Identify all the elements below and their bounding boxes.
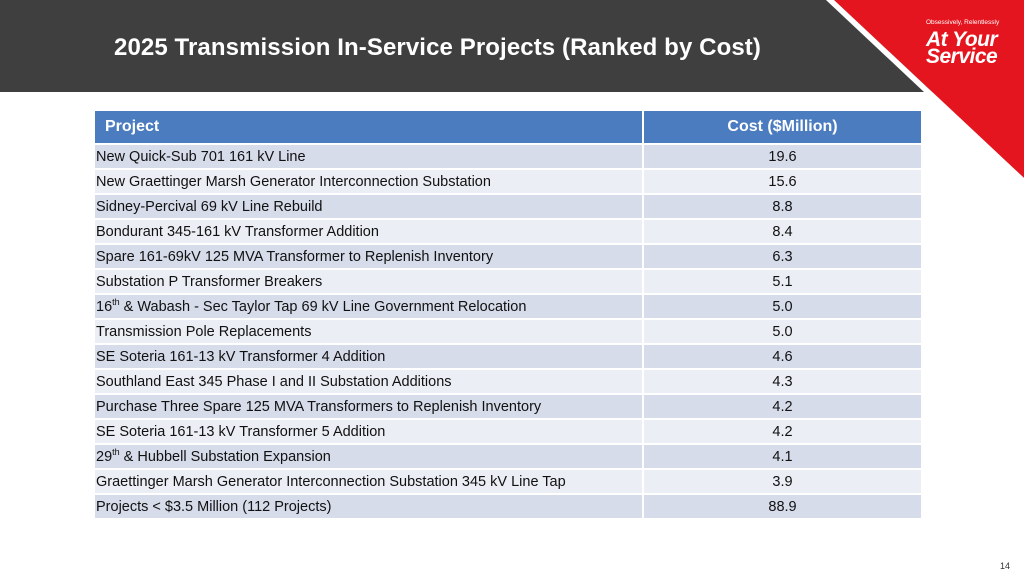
project-name: New Graettinger Marsh Generator Intercon… bbox=[96, 173, 491, 190]
project-name-cell: 29th & Hubbell Substation Expansion bbox=[93, 443, 644, 470]
project-name: SE Soteria 161-13 kV Transformer 4 Addit… bbox=[96, 348, 386, 365]
project-cost: 88.9 bbox=[642, 493, 923, 520]
projects-table: Project Cost ($Million) New Quick-Sub 70… bbox=[93, 109, 923, 520]
project-cost: 4.2 bbox=[642, 393, 923, 420]
project-cost: 4.6 bbox=[642, 343, 923, 370]
table-row: New Quick-Sub 701 161 kV Line 19.6 bbox=[93, 143, 923, 170]
project-name-cell: 16th & Wabash - Sec Taylor Tap 69 kV Lin… bbox=[93, 293, 644, 320]
table-row: Bondurant 345-161 kV Transformer Additio… bbox=[93, 218, 923, 245]
project-name-cell: Purchase Three Spare 125 MVA Transformer… bbox=[93, 393, 644, 420]
table-row: Spare 161-69kV 125 MVA Transformer to Re… bbox=[93, 243, 923, 270]
project-name-cell: Projects < $3.5 Million (112 Projects) bbox=[93, 493, 644, 520]
project-name: Spare 161-69kV 125 MVA Transformer to Re… bbox=[96, 248, 494, 265]
project-cost: 15.6 bbox=[642, 168, 923, 195]
project-cost: 6.3 bbox=[642, 243, 923, 270]
table-row: Sidney-Percival 69 kV Line Rebuild 8.8 bbox=[93, 193, 923, 220]
logo-white-stripe bbox=[826, 0, 1024, 180]
table-row: Graettinger Marsh Generator Interconnect… bbox=[93, 468, 923, 495]
company-logo: Obsessively, Relentlessly At Your Servic… bbox=[926, 19, 1016, 68]
project-name-cell: Southland East 345 Phase I and II Substa… bbox=[93, 368, 644, 395]
project-name-rest: & Wabash - Sec Taylor Tap 69 kV Line Gov… bbox=[119, 298, 527, 315]
table-row: Southland East 345 Phase I and II Substa… bbox=[93, 368, 923, 395]
table-row: Transmission Pole Replacements 5.0 bbox=[93, 318, 923, 345]
project-cost: 5.0 bbox=[642, 293, 923, 320]
project-name: Graettinger Marsh Generator Interconnect… bbox=[96, 473, 566, 490]
project-name: Transmission Pole Replacements bbox=[96, 323, 312, 340]
project-name-cell: Graettinger Marsh Generator Interconnect… bbox=[93, 468, 644, 495]
table-row: Substation P Transformer Breakers 5.1 bbox=[93, 268, 923, 295]
project-name-cell: New Graettinger Marsh Generator Intercon… bbox=[93, 168, 644, 195]
table-row: SE Soteria 161-13 kV Transformer 4 Addit… bbox=[93, 343, 923, 370]
project-name: New Quick-Sub 701 161 kV Line bbox=[96, 148, 306, 165]
header-project: Project bbox=[93, 109, 644, 145]
project-name: 29 bbox=[96, 448, 113, 465]
slide-title: 2025 Transmission In-Service Projects (R… bbox=[114, 34, 761, 61]
project-name-cell: Bondurant 345-161 kV Transformer Additio… bbox=[93, 218, 644, 245]
project-cost: 4.2 bbox=[642, 418, 923, 445]
table-row: New Graettinger Marsh Generator Intercon… bbox=[93, 168, 923, 195]
project-name-cell: Transmission Pole Replacements bbox=[93, 318, 644, 345]
table-body: New Quick-Sub 701 161 kV Line 19.6 New Gra… bbox=[93, 143, 923, 520]
project-name: SE Soteria 161-13 kV Transformer 5 Addit… bbox=[96, 423, 386, 440]
project-name-cell: Substation P Transformer Breakers bbox=[93, 268, 644, 295]
table-header-row: Project Cost ($Million) bbox=[93, 109, 923, 145]
project-cost: 19.6 bbox=[642, 143, 923, 170]
project-name-rest: & Hubbell Substation Expansion bbox=[119, 448, 331, 465]
logo-tagline: Obsessively, Relentlessly bbox=[926, 19, 1000, 26]
project-name-cell: New Quick-Sub 701 161 kV Line bbox=[93, 143, 644, 170]
project-name-cell: Sidney-Percival 69 kV Line Rebuild bbox=[93, 193, 644, 220]
project-cost: 5.1 bbox=[642, 268, 923, 295]
project-cost: 4.3 bbox=[642, 368, 923, 395]
project-cost: 3.9 bbox=[642, 468, 923, 495]
table-row: Purchase Three Spare 125 MVA Transformer… bbox=[93, 393, 923, 420]
project-name: Southland East 345 Phase I and II Substa… bbox=[96, 373, 452, 390]
table-row: 29th & Hubbell Substation Expansion 4.1 bbox=[93, 443, 923, 470]
project-name: Sidney-Percival 69 kV Line Rebuild bbox=[96, 198, 323, 215]
table-row: SE Soteria 161-13 kV Transformer 5 Addit… bbox=[93, 418, 923, 445]
ordinal-suffix: th bbox=[112, 296, 120, 307]
project-name-cell: SE Soteria 161-13 kV Transformer 5 Addit… bbox=[93, 418, 644, 445]
logo-line-2: Service bbox=[926, 44, 998, 68]
project-name: Purchase Three Spare 125 MVA Transformer… bbox=[96, 398, 542, 415]
project-cost: 5.0 bbox=[642, 318, 923, 345]
project-name: Bondurant 345-161 kV Transformer Additio… bbox=[96, 223, 379, 240]
project-name-cell: SE Soteria 161-13 kV Transformer 4 Addit… bbox=[93, 343, 644, 370]
project-name: 16 bbox=[96, 298, 113, 315]
page-number: 14 bbox=[1000, 561, 1011, 571]
header-cost: Cost ($Million) bbox=[642, 109, 923, 145]
project-name: Projects < $3.5 Million (112 Projects) bbox=[96, 498, 332, 515]
project-cost: 4.1 bbox=[642, 443, 923, 470]
ordinal-suffix: th bbox=[112, 446, 120, 457]
project-cost: 8.4 bbox=[642, 218, 923, 245]
project-name-cell: Spare 161-69kV 125 MVA Transformer to Re… bbox=[93, 243, 644, 270]
project-name: Substation P Transformer Breakers bbox=[96, 273, 323, 290]
table-row: Projects < $3.5 Million (112 Projects) 88… bbox=[93, 493, 923, 520]
table-row: 16th & Wabash - Sec Taylor Tap 69 kV Lin… bbox=[93, 293, 923, 320]
project-cost: 8.8 bbox=[642, 193, 923, 220]
logo-banner-shape bbox=[826, 0, 1024, 180]
logo-line-1: At Your bbox=[926, 27, 998, 51]
